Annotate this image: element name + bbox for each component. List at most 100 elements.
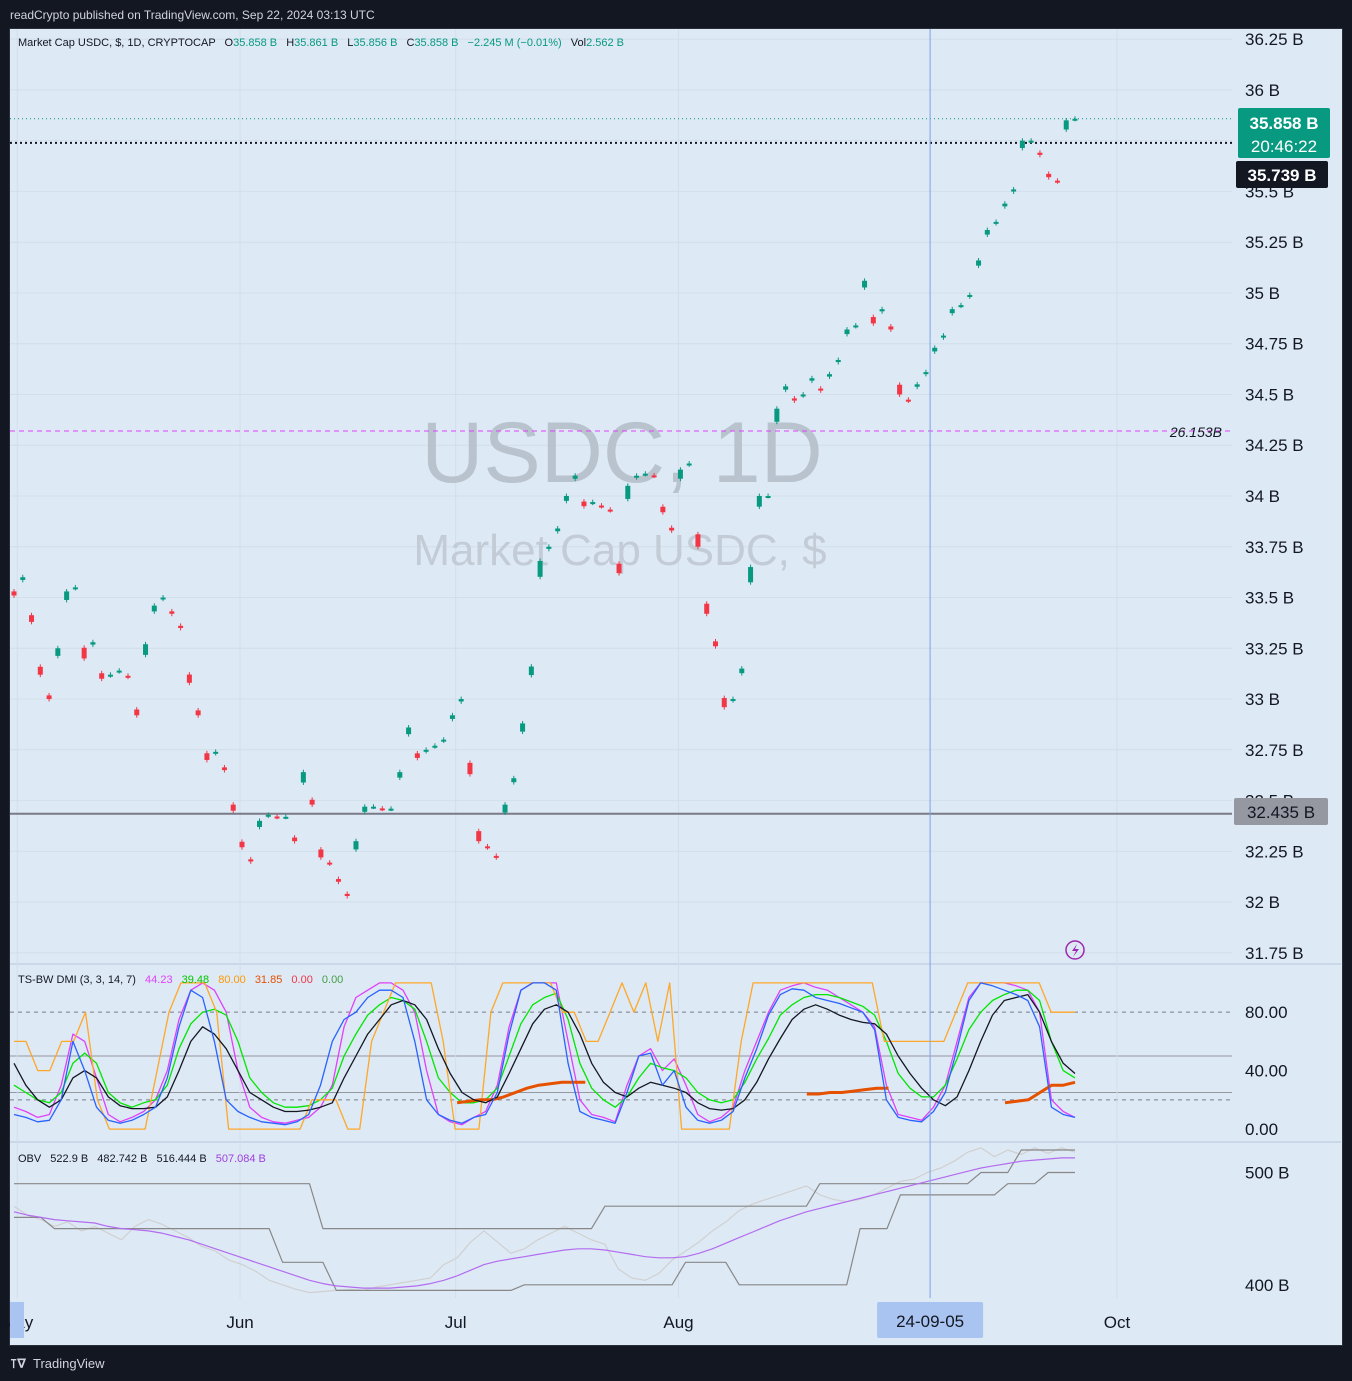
- candle-body: [274, 816, 280, 819]
- candle-body: [826, 374, 832, 377]
- candle-body: [1028, 140, 1034, 143]
- candle-body: [818, 388, 824, 391]
- candle-body: [765, 496, 771, 498]
- price-tick-label: 31.75 B: [1245, 944, 1304, 963]
- candle-body: [774, 408, 780, 422]
- price-tick-label: 32 B: [1245, 893, 1280, 912]
- candle-body: [879, 309, 885, 312]
- candle-body: [897, 384, 903, 395]
- candle-body: [160, 597, 166, 600]
- candle-body: [29, 615, 35, 622]
- obv-legend[interactable]: OBV 522.9 B 482.742 B 516.444 B 507.084 …: [18, 1153, 266, 1165]
- candle-body: [467, 762, 473, 775]
- price-tick-label: 34.75 B: [1245, 335, 1304, 354]
- candle-body: [195, 710, 201, 716]
- candle-body: [99, 673, 105, 679]
- candle-body: [721, 698, 727, 708]
- candle-body: [458, 699, 464, 702]
- dmi-series-line: [806, 1086, 889, 1096]
- price-tick-label: 34.25 B: [1245, 436, 1304, 455]
- last-price-tag: 35.858 B 20:46:22: [1238, 108, 1330, 158]
- candle-body: [476, 831, 482, 842]
- price-tick-label: 32.25 B: [1245, 842, 1304, 861]
- candle-body: [335, 879, 341, 882]
- footer-brand: TradingView: [33, 1356, 105, 1371]
- candle-body: [923, 372, 929, 375]
- candle-body: [520, 723, 526, 732]
- crosshair-date-box: [877, 1302, 984, 1338]
- obv-tick-label: 500 B: [1245, 1163, 1289, 1182]
- time-axis[interactable]: [10, 1298, 1341, 1344]
- obv-pane[interactable]: [10, 1143, 1232, 1298]
- candle-body: [248, 859, 254, 862]
- candle-body: [1037, 152, 1043, 155]
- candle-body: [151, 605, 157, 612]
- candle-body: [607, 509, 613, 512]
- candle-body: [371, 806, 377, 809]
- candle-body: [55, 648, 61, 656]
- candle-body: [502, 804, 508, 813]
- candle-body: [695, 534, 701, 547]
- bar-countdown: 20:46:22: [1251, 137, 1317, 156]
- price-axis[interactable]: [1232, 29, 1341, 1298]
- dmi-series-line: [1004, 1080, 1076, 1105]
- publisher-line: readCrypto published on TradingView.com,…: [10, 8, 375, 22]
- candle-body: [406, 727, 412, 735]
- candle-body: [1019, 140, 1025, 148]
- lightning-icon[interactable]: [1065, 940, 1085, 960]
- candle-body: [677, 469, 683, 479]
- candle-body: [318, 849, 324, 858]
- candle-body: [730, 699, 736, 702]
- candle-body: [555, 528, 561, 532]
- price-tick-label: 32.75 B: [1245, 741, 1304, 760]
- price-axis-ticks: 36.25 B36 B35.75 B35.5 B35.25 B35 B34.75…: [1245, 30, 1304, 1295]
- candle-body: [213, 751, 219, 754]
- candle-body: [353, 841, 359, 850]
- candle-body: [20, 577, 26, 580]
- price-tick-label: 33.75 B: [1245, 538, 1304, 557]
- price-tick-label: 36 B: [1245, 81, 1280, 100]
- publisher-header: readCrypto published on TradingView.com,…: [0, 0, 1352, 28]
- candle-body: [300, 772, 306, 783]
- time-tick-label: Aug: [663, 1313, 693, 1332]
- candle-body: [958, 305, 964, 308]
- horizontal-lines: [10, 118, 1232, 815]
- candle-body: [704, 603, 710, 614]
- candle-body: [660, 506, 666, 513]
- candle-body: [976, 260, 982, 266]
- obv-series-line: [13, 1147, 1076, 1294]
- symbol-legend[interactable]: Market Cap USDC, $, 1D, CRYPTOCAP O35.85…: [18, 37, 624, 49]
- candle-body: [791, 398, 797, 401]
- price-tick-label: 34 B: [1245, 487, 1280, 506]
- candle-body: [642, 473, 648, 476]
- candle-body: [686, 463, 692, 466]
- last-price: 35.858 B: [1250, 114, 1319, 133]
- footer: ⊺∇ TradingView: [0, 1346, 1352, 1381]
- candle-body: [563, 496, 569, 501]
- obv-lines: [13, 1147, 1076, 1294]
- dmi-legend[interactable]: TS-BW DMI (3, 3, 14, 7) 44.23 39.48 80.0…: [18, 974, 343, 986]
- candle-body: [932, 347, 938, 352]
- candle-body: [572, 475, 578, 479]
- candle-body: [397, 772, 403, 778]
- candle-body: [1063, 120, 1069, 130]
- candle-body: [11, 591, 17, 596]
- crosshair-date: 24-09-05: [896, 1312, 964, 1331]
- marked-price: 35.739 B: [1248, 166, 1317, 185]
- dmi-tick-label: 40.00: [1245, 1062, 1288, 1081]
- candle-body: [1011, 189, 1017, 192]
- candle-body: [1072, 118, 1078, 121]
- candle-body: [870, 317, 876, 324]
- candle-body: [756, 496, 762, 507]
- candles: [11, 116, 1078, 899]
- price-tick-label: 33.5 B: [1245, 589, 1294, 608]
- obv-tick-label: 400 B: [1245, 1276, 1289, 1295]
- candle-body: [257, 820, 263, 827]
- obv-series-line: [14, 1149, 1075, 1230]
- price-tick-label: 33 B: [1245, 690, 1280, 709]
- candle-body: [107, 674, 113, 677]
- candle-body: [81, 647, 87, 659]
- scroll-marker[interactable]: [10, 1302, 24, 1338]
- dmi-series-line: [456, 1080, 586, 1105]
